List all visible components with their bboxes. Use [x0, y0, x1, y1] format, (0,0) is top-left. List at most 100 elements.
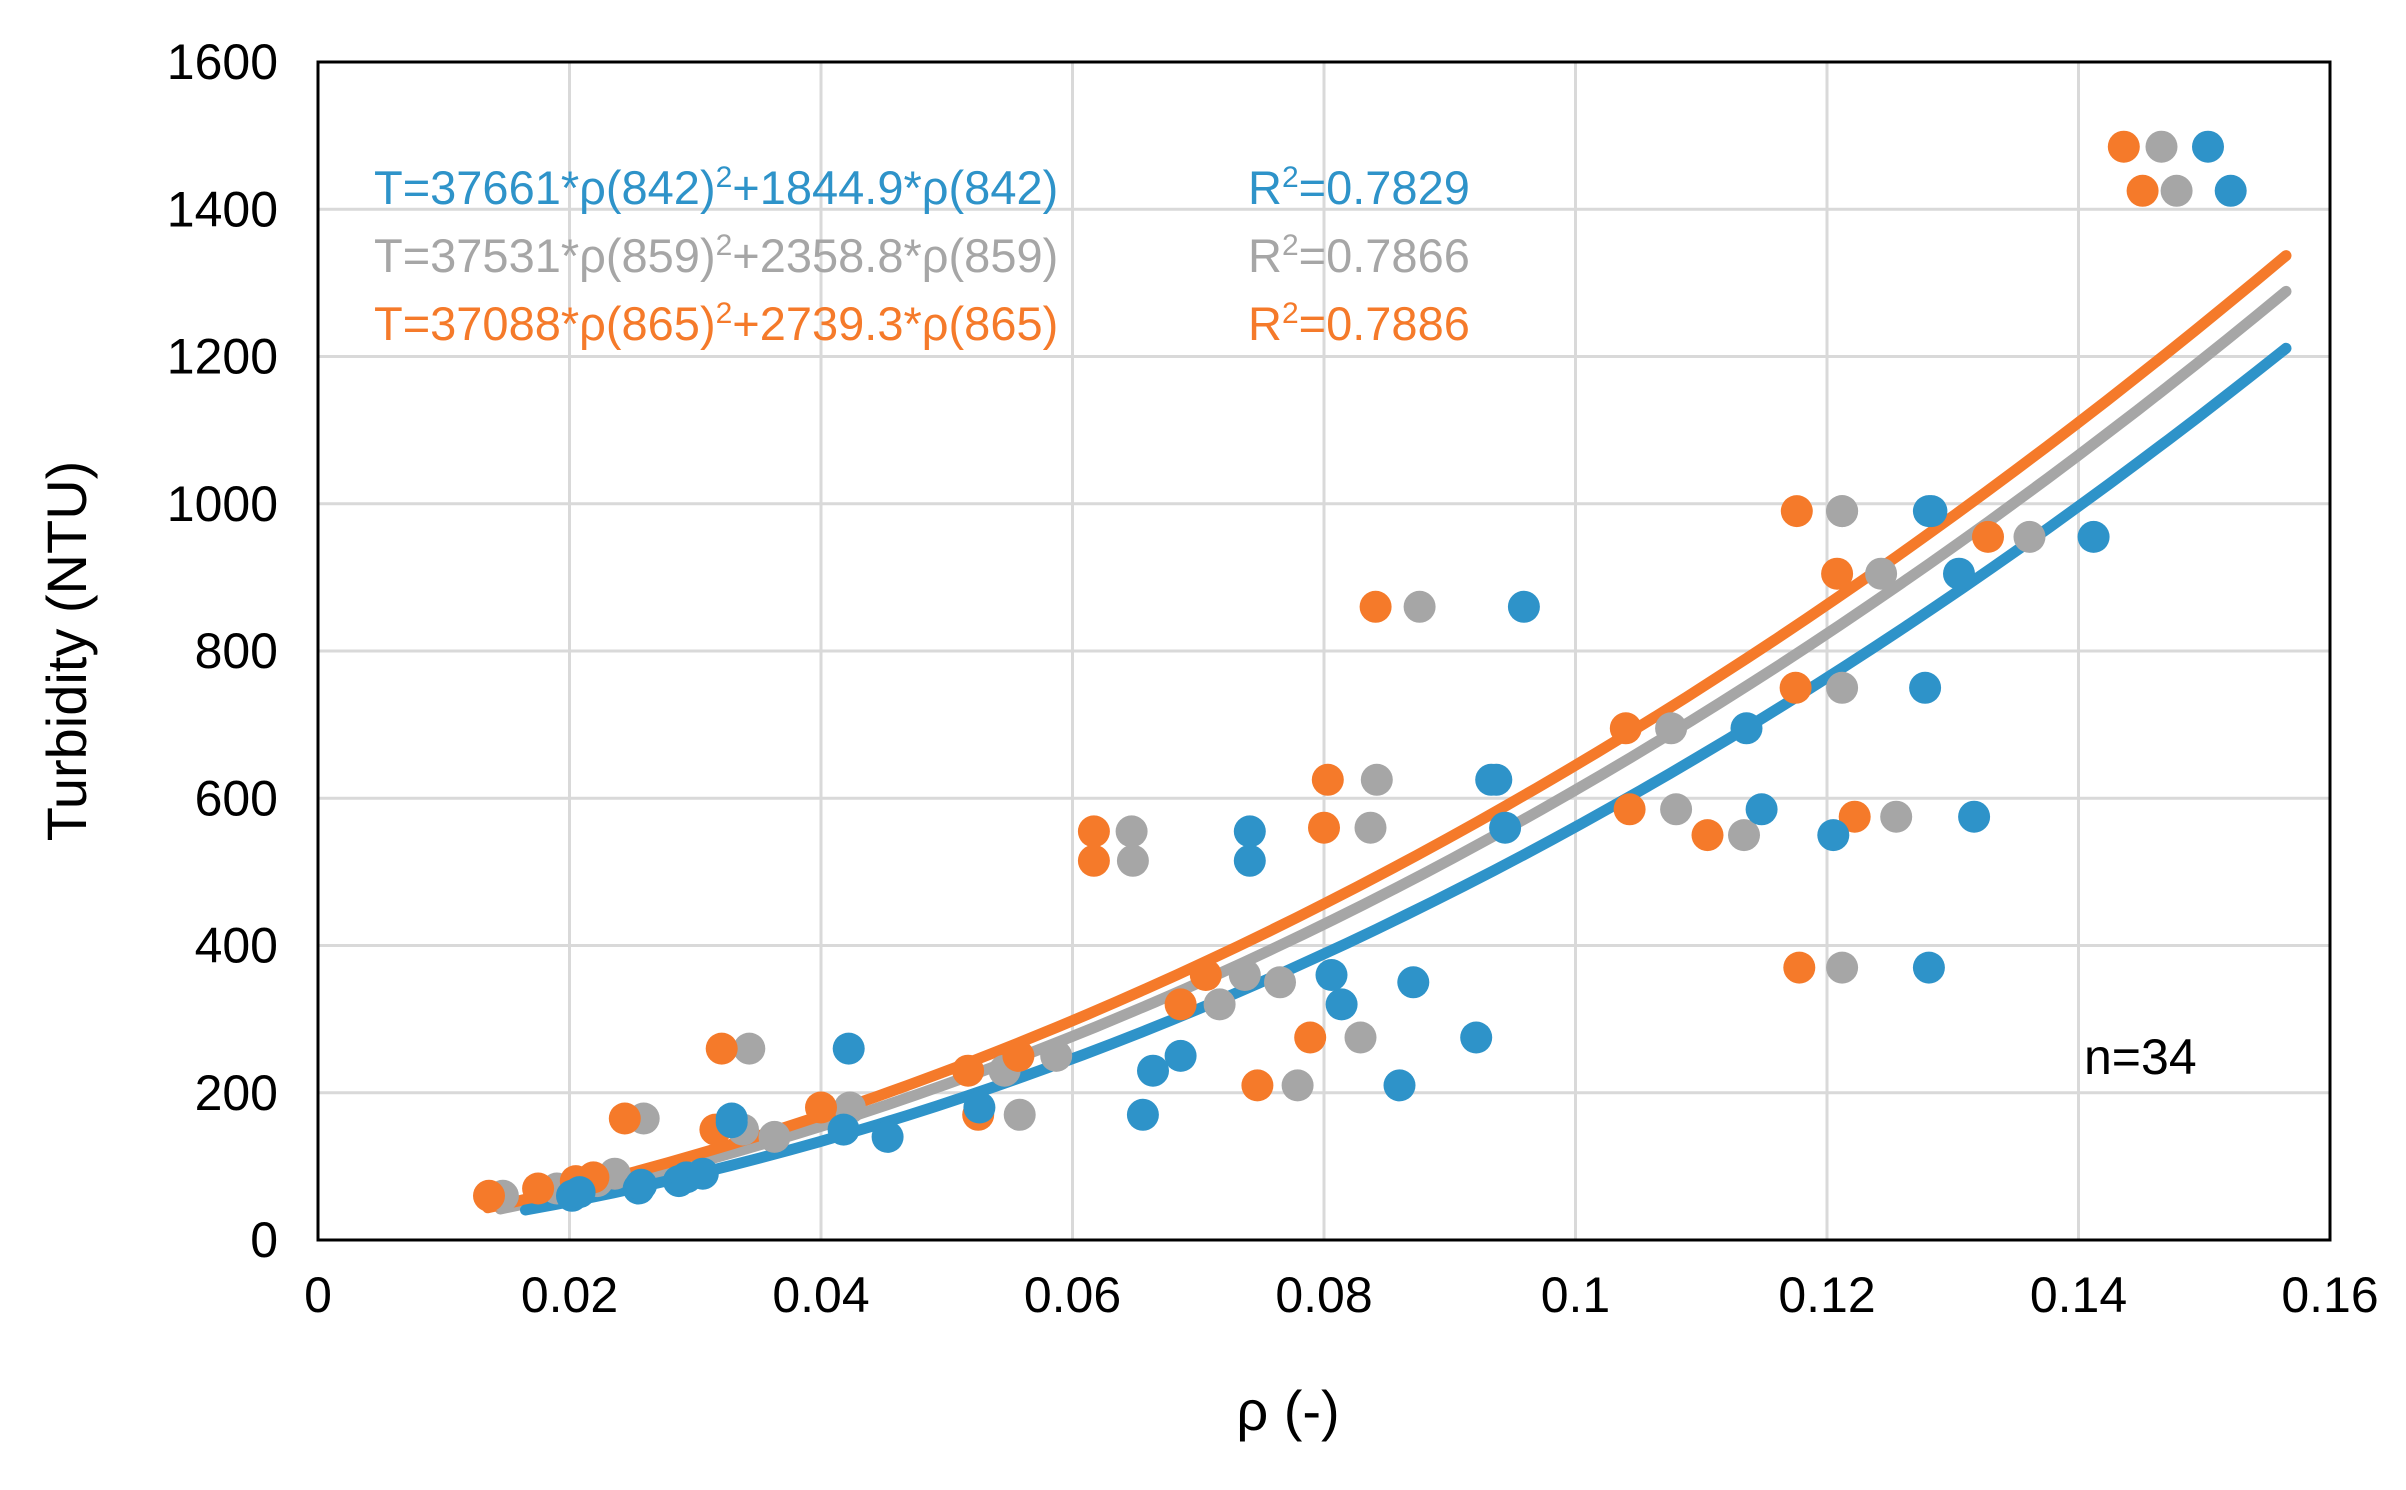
- data-point-series-0: [827, 1113, 860, 1146]
- data-point-series-1: [1826, 495, 1859, 528]
- data-point-series-2: [952, 1054, 985, 1087]
- data-point-series-2: [1838, 800, 1871, 833]
- r-squared-842: R2=0.7829: [1248, 161, 1470, 214]
- data-point-series-0: [1164, 1039, 1197, 1072]
- data-point-series-0: [1383, 1069, 1416, 1102]
- data-point-series-0: [1730, 712, 1763, 745]
- data-point-series-0: [1912, 951, 1945, 984]
- data-point-series-2: [705, 1032, 738, 1065]
- data-point-series-0: [1909, 671, 1942, 704]
- y-tick-label: 600: [195, 770, 278, 826]
- x-axis-tick-labels: 0 0.02 0.04 0.06 0.08 0.1 0.12 0.14 0.16: [304, 1267, 2379, 1323]
- data-point-series-2: [608, 1102, 641, 1135]
- data-point-series-1: [733, 1032, 766, 1065]
- data-point-series-1: [1003, 1098, 1036, 1131]
- data-point-series-1: [2013, 520, 2046, 553]
- equation-842: T=37661*ρ(842)2+1844.9*ρ(842): [374, 161, 1058, 214]
- data-point-series-0: [963, 1091, 996, 1124]
- y-tick-label: 1600: [167, 34, 278, 90]
- x-tick-label: 0.16: [2281, 1267, 2378, 1323]
- data-point-series-1: [1826, 671, 1859, 704]
- x-tick-label: 0.04: [772, 1267, 869, 1323]
- data-point-series-2: [1691, 819, 1724, 852]
- y-tick-label: 1200: [167, 329, 278, 385]
- y-tick-label: 1000: [167, 476, 278, 532]
- y-tick-label: 1400: [167, 181, 278, 237]
- data-point-series-2: [1241, 1069, 1274, 1102]
- data-point-series-2: [1359, 590, 1392, 623]
- data-point-series-1: [1660, 793, 1693, 826]
- y-axis-label: Turbidity (NTU): [35, 461, 98, 842]
- data-point-series-0: [1943, 557, 1975, 590]
- data-point-series-1: [1403, 590, 1436, 623]
- x-tick-label: 0.1: [1541, 1267, 1611, 1323]
- data-point-series-0: [871, 1120, 904, 1153]
- data-point-series-0: [1137, 1054, 1169, 1087]
- data-point-series-2: [1783, 951, 1816, 984]
- data-point-series-1: [1116, 844, 1149, 877]
- data-point-series-0: [1233, 815, 1266, 848]
- data-point-series-1: [758, 1120, 791, 1153]
- plot-area-border: [316, 60, 2332, 1242]
- data-point-series-2: [1613, 793, 1646, 826]
- data-point-series-0: [686, 1157, 719, 1190]
- data-point-series-0: [715, 1102, 748, 1135]
- data-point-series-0: [2192, 130, 2224, 163]
- data-point-series-2: [1077, 815, 1110, 848]
- x-tick-label: 0.06: [1024, 1267, 1121, 1323]
- data-point-series-0: [1915, 495, 1948, 528]
- data-point-series-0: [1233, 844, 1266, 877]
- fit-curve-0: [520, 342, 2292, 1216]
- equation-865: T=37088*ρ(865)2+2739.3*ρ(865): [374, 297, 1058, 350]
- data-point-series-1: [1880, 800, 1913, 833]
- y-tick-label: 400: [195, 918, 278, 974]
- data-point-series-2: [1077, 844, 1110, 877]
- data-point-series-2: [2107, 130, 2140, 163]
- data-point-series-0: [1315, 959, 1348, 991]
- data-point-series-0: [1489, 811, 1522, 844]
- data-point-series-0: [1817, 819, 1850, 852]
- data-point-series-0: [1958, 800, 1991, 833]
- data-point-series-2: [473, 1179, 505, 1212]
- x-tick-label: 0.02: [521, 1267, 618, 1323]
- data-point-series-1: [2160, 174, 2193, 207]
- data-point-series-1: [1228, 959, 1261, 991]
- data-point-series-0: [1126, 1098, 1159, 1131]
- data-point-series-0: [1460, 1021, 1493, 1054]
- data-point-series-0: [1507, 590, 1540, 623]
- data-point-series-0: [1397, 966, 1430, 999]
- data-point-series-1: [1865, 557, 1898, 590]
- data-point-series-1: [1115, 815, 1148, 848]
- data-point-series-2: [1311, 763, 1344, 796]
- data-point-series-0: [563, 1176, 596, 1209]
- data-point-series-2: [1294, 1021, 1327, 1054]
- x-axis-label: ρ (-): [1236, 1379, 1339, 1442]
- fit-curve-2: [482, 250, 2292, 1214]
- data-point-series-0: [1325, 988, 1358, 1021]
- data-point-series-2: [2126, 174, 2159, 207]
- x-tick-label: 0.08: [1275, 1267, 1372, 1323]
- data-point-series-2: [522, 1172, 555, 1205]
- data-point-series-2: [1821, 557, 1854, 590]
- x-tick-label: 0.12: [1778, 1267, 1875, 1323]
- x-tick-label: 0.14: [2030, 1267, 2127, 1323]
- data-point-series-1: [1203, 988, 1236, 1021]
- data-point-series-0: [2077, 520, 2110, 553]
- data-points: [473, 130, 2247, 1212]
- y-tick-label: 200: [195, 1065, 278, 1121]
- data-point-series-2: [1189, 959, 1222, 991]
- r-squared-859: R2=0.7866: [1248, 229, 1470, 282]
- equation-legend: T=37661*ρ(842)2+1844.9*ρ(842) R2=0.7829 …: [374, 161, 1470, 350]
- x-tick-label: 0: [304, 1267, 332, 1323]
- data-point-series-2: [1972, 520, 2004, 553]
- data-point-series-1: [1344, 1021, 1377, 1054]
- data-point-series-2: [1308, 811, 1340, 844]
- data-point-series-2: [1609, 712, 1642, 745]
- data-point-series-0: [832, 1032, 865, 1065]
- data-point-series-1: [1264, 966, 1296, 999]
- data-point-series-1: [1728, 819, 1760, 852]
- r-squared-865: R2=0.7886: [1248, 297, 1470, 350]
- data-point-series-2: [1780, 495, 1813, 528]
- data-point-series-2: [1164, 988, 1197, 1021]
